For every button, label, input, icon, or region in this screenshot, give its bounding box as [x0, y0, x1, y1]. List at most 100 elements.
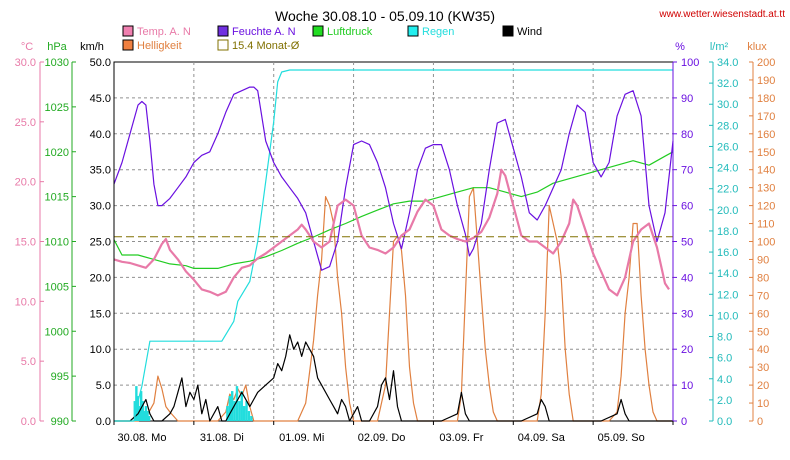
legend-label-humidity: Feuchte A. N: [232, 26, 296, 38]
chart-title: Woche 30.08.10 - 05.09.10 (KW35): [275, 8, 495, 24]
tick-label-pressure: 1025: [45, 102, 69, 114]
tick-label-brightness: 50: [757, 326, 769, 338]
axis-unit-pressure: hPa: [47, 41, 67, 53]
rain-bar: [228, 396, 231, 421]
axis-unit-brightness: klux: [747, 41, 767, 53]
tick-label-brightness: 130: [757, 183, 775, 195]
rain-bar: [242, 406, 246, 421]
rain-bar: [138, 406, 141, 421]
source-link[interactable]: www.wetter.wiesenstadt.at.tt: [658, 9, 785, 20]
x-tick-label: 03.09. Fr: [439, 432, 483, 444]
tick-label-wind: 45.0: [90, 93, 111, 105]
tick-label-humidity: 80: [681, 129, 693, 141]
rain-bar: [226, 406, 229, 421]
tick-label-rain: 8.0: [717, 332, 732, 344]
tick-label-pressure: 1020: [45, 147, 69, 159]
axis-unit-rain: l/m²: [710, 41, 729, 53]
tick-label-wind: 40.0: [90, 129, 111, 141]
x-tick-label: 30.08. Mo: [118, 432, 167, 444]
series-line-pressure: [113, 151, 674, 269]
tick-label-pressure: 1015: [45, 192, 69, 204]
axis-unit-temp: °C: [21, 41, 33, 53]
legend-label-monthavg: 15.4 Monat-Ø: [232, 40, 300, 52]
tick-label-wind: 25.0: [90, 237, 111, 249]
legend: Temp. A. N Feuchte A. N Luftdruck Regen Wind…: [122, 25, 542, 52]
tick-label-pressure: 1000: [45, 326, 69, 338]
legend-label-brightness: Helligkeit: [137, 40, 182, 52]
rain-bar: [143, 411, 146, 421]
tick-label-brightness: 10: [757, 398, 769, 410]
tick-label-pressure: 1005: [45, 281, 69, 293]
tick-label-rain: 6.0: [717, 353, 732, 365]
tick-label-humidity: 20: [681, 344, 693, 356]
rain-bar: [235, 386, 239, 421]
tick-label-wind: 5.0: [96, 380, 111, 392]
tick-label-rain: 0.0: [717, 416, 732, 428]
tick-label-humidity: 90: [681, 93, 693, 105]
tick-label-brightness: 30: [757, 362, 769, 374]
series-line-temp: [113, 168, 670, 297]
tick-label-rain: 18.0: [717, 226, 738, 238]
rain-bar: [146, 411, 149, 421]
tick-label-pressure: 1010: [45, 237, 69, 249]
tick-label-humidity: 10: [681, 380, 693, 392]
series-line-humidity: [113, 86, 674, 271]
x-tick-label: 31.08. Di: [200, 432, 244, 444]
tick-label-brightness: 70: [757, 290, 769, 302]
tick-label-brightness: 90: [757, 254, 769, 266]
series-line-wind: [114, 334, 673, 422]
tick-label-wind: 20.0: [90, 272, 111, 284]
tick-label-temp: 20.0: [15, 177, 36, 189]
rain-bar: [141, 401, 144, 421]
tick-label-rain: 2.0: [717, 395, 732, 407]
rain-bar: [135, 386, 138, 421]
axes-group: 0.05.010.015.020.025.030.0°C990995100010…: [15, 41, 776, 444]
rain-bar: [250, 416, 253, 421]
tick-label-humidity: 50: [681, 237, 693, 249]
legend-swatch-wind: [502, 25, 514, 37]
tick-label-wind: 10.0: [90, 344, 111, 356]
x-tick-label: 05.09. So: [598, 432, 645, 444]
tick-label-brightness: 80: [757, 272, 769, 284]
rain-bar: [133, 401, 136, 421]
legend-swatch-monthavg: [217, 39, 229, 51]
tick-label-brightness: 100: [757, 237, 775, 249]
tick-label-temp: 10.0: [15, 296, 36, 308]
tick-label-wind: 0.0: [96, 416, 111, 428]
tick-label-humidity: 70: [681, 165, 693, 177]
rain-bar: [233, 401, 236, 421]
rain-bar: [245, 401, 248, 421]
x-tick-label: 01.09. Mi: [279, 432, 324, 444]
tick-label-temp: 0.0: [21, 416, 36, 428]
tick-label-humidity: 30: [681, 308, 693, 320]
tick-label-pressure: 1030: [45, 57, 69, 69]
tick-label-rain: 22.0: [717, 184, 738, 196]
tick-label-rain: 20.0: [717, 205, 738, 217]
rain-bar: [136, 396, 140, 421]
tick-label-rain: 4.0: [717, 374, 732, 386]
legend-label-pressure: Luftdruck: [327, 26, 373, 38]
tick-label-brightness: 40: [757, 344, 769, 356]
tick-label-rain: 12.0: [717, 289, 738, 301]
tick-label-brightness: 0: [757, 416, 763, 428]
axis-unit-wind: km/h: [80, 41, 104, 53]
tick-label-brightness: 180: [757, 93, 775, 105]
tick-label-rain: 32.0: [717, 78, 738, 90]
tick-label-wind: 50.0: [90, 57, 111, 69]
tick-label-rain: 26.0: [717, 141, 738, 153]
tick-label-rain: 24.0: [717, 163, 738, 175]
rain-bar: [240, 391, 243, 421]
legend-swatch-temp: [122, 25, 134, 37]
tick-label-rain: 14.0: [717, 268, 738, 280]
tick-label-brightness: 110: [757, 219, 775, 231]
tick-label-temp: 25.0: [15, 117, 36, 129]
rain-bar: [238, 401, 241, 421]
tick-label-temp: 30.0: [15, 57, 36, 69]
tick-label-humidity: 40: [681, 272, 693, 284]
tick-label-rain: 10.0: [717, 310, 738, 322]
rain-bar: [139, 391, 143, 421]
legend-label-wind: Wind: [517, 26, 542, 38]
rain-bar: [147, 416, 151, 421]
tick-label-brightness: 190: [757, 75, 775, 87]
tick-label-rain: 28.0: [717, 120, 738, 132]
